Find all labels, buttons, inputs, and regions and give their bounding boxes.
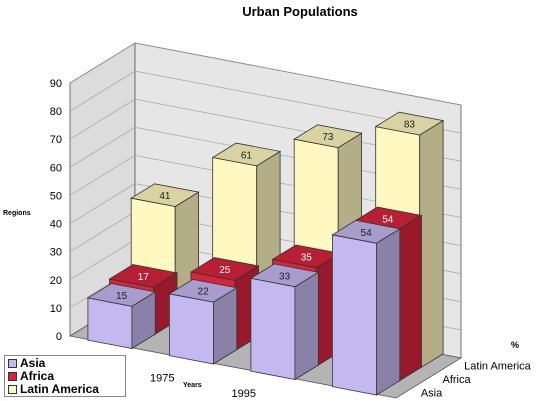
bar-top [130, 183, 200, 207]
depth-axis-label: % [511, 340, 519, 350]
legend-item: Africa [8, 370, 122, 383]
y-tick-label: 60 [50, 162, 62, 174]
bar-top [293, 124, 363, 149]
data-label: 25 [219, 265, 231, 276]
legend-swatch [8, 372, 17, 381]
data-label: 35 [301, 252, 313, 263]
legend-label: Africa [20, 369, 55, 383]
chart-title: Urban Populations [242, 4, 358, 19]
data-label: 22 [198, 287, 210, 298]
bar-top [331, 219, 401, 244]
bar: 22 [168, 278, 238, 365]
gridline [69, 42, 462, 106]
bar-front [250, 277, 296, 380]
y-tick-label: 50 [50, 190, 62, 202]
bars: 41 61 73 83 17 25 35 54 15 22 33 54 [86, 111, 445, 396]
bar-side [419, 119, 444, 370]
data-label: 17 [138, 272, 150, 283]
data-label: 83 [404, 120, 416, 131]
bar-side [375, 228, 401, 396]
y-tick-label: 90 [50, 78, 62, 90]
data-label: 54 [382, 214, 394, 225]
data-label: 54 [361, 228, 373, 239]
x-tick-label: 1995 [232, 388, 256, 400]
legend-item: Latin America [8, 383, 122, 396]
legend-item: Asia [8, 357, 122, 370]
y-tick-label: 10 [50, 303, 62, 315]
y-tick-label: 20 [50, 275, 62, 287]
depth-tick-label: Latin America [464, 361, 532, 373]
bar-front [168, 293, 214, 365]
bar-side [397, 214, 422, 383]
legend: Asia Africa Latin America [4, 355, 126, 397]
legend-label: Latin America [20, 382, 99, 396]
y-tick-label: 70 [50, 134, 62, 146]
data-label: 41 [159, 191, 171, 202]
data-label: 73 [322, 132, 334, 143]
bar-front [331, 234, 377, 396]
x-tick-label: 1975 [150, 372, 174, 384]
y-tick-label: 0 [56, 331, 62, 343]
bar-top [168, 278, 238, 303]
legend-swatch [8, 359, 17, 368]
bar-top [211, 142, 282, 167]
data-label: 15 [116, 291, 128, 302]
legend-label: Asia [20, 356, 46, 370]
depth-tick-label: Africa [443, 374, 472, 386]
y-tick-label: 30 [50, 247, 62, 259]
legend-swatch [8, 385, 17, 394]
bar-top [86, 283, 157, 307]
bar: 54 [331, 219, 401, 396]
bar: 33 [249, 263, 320, 381]
y-axis-label: Regions [3, 210, 31, 217]
bar: 15 [86, 283, 157, 350]
bar-side [294, 271, 319, 381]
data-label: 61 [241, 150, 253, 161]
y-tick-label: 40 [50, 219, 62, 231]
bar-top [108, 264, 179, 288]
y-tick-labels: 0 10 20 30 40 50 60 70 80 90 [50, 78, 62, 343]
bar-top [189, 257, 260, 281]
data-label: 33 [279, 271, 291, 282]
x-axis-label: Years [183, 382, 202, 389]
depth-tick-label: Asia [421, 387, 443, 399]
bar-front [87, 297, 133, 349]
gridline [69, 70, 462, 134]
bar-top [374, 111, 445, 136]
y-tick-label: 80 [50, 106, 62, 118]
bar-top [249, 263, 320, 288]
